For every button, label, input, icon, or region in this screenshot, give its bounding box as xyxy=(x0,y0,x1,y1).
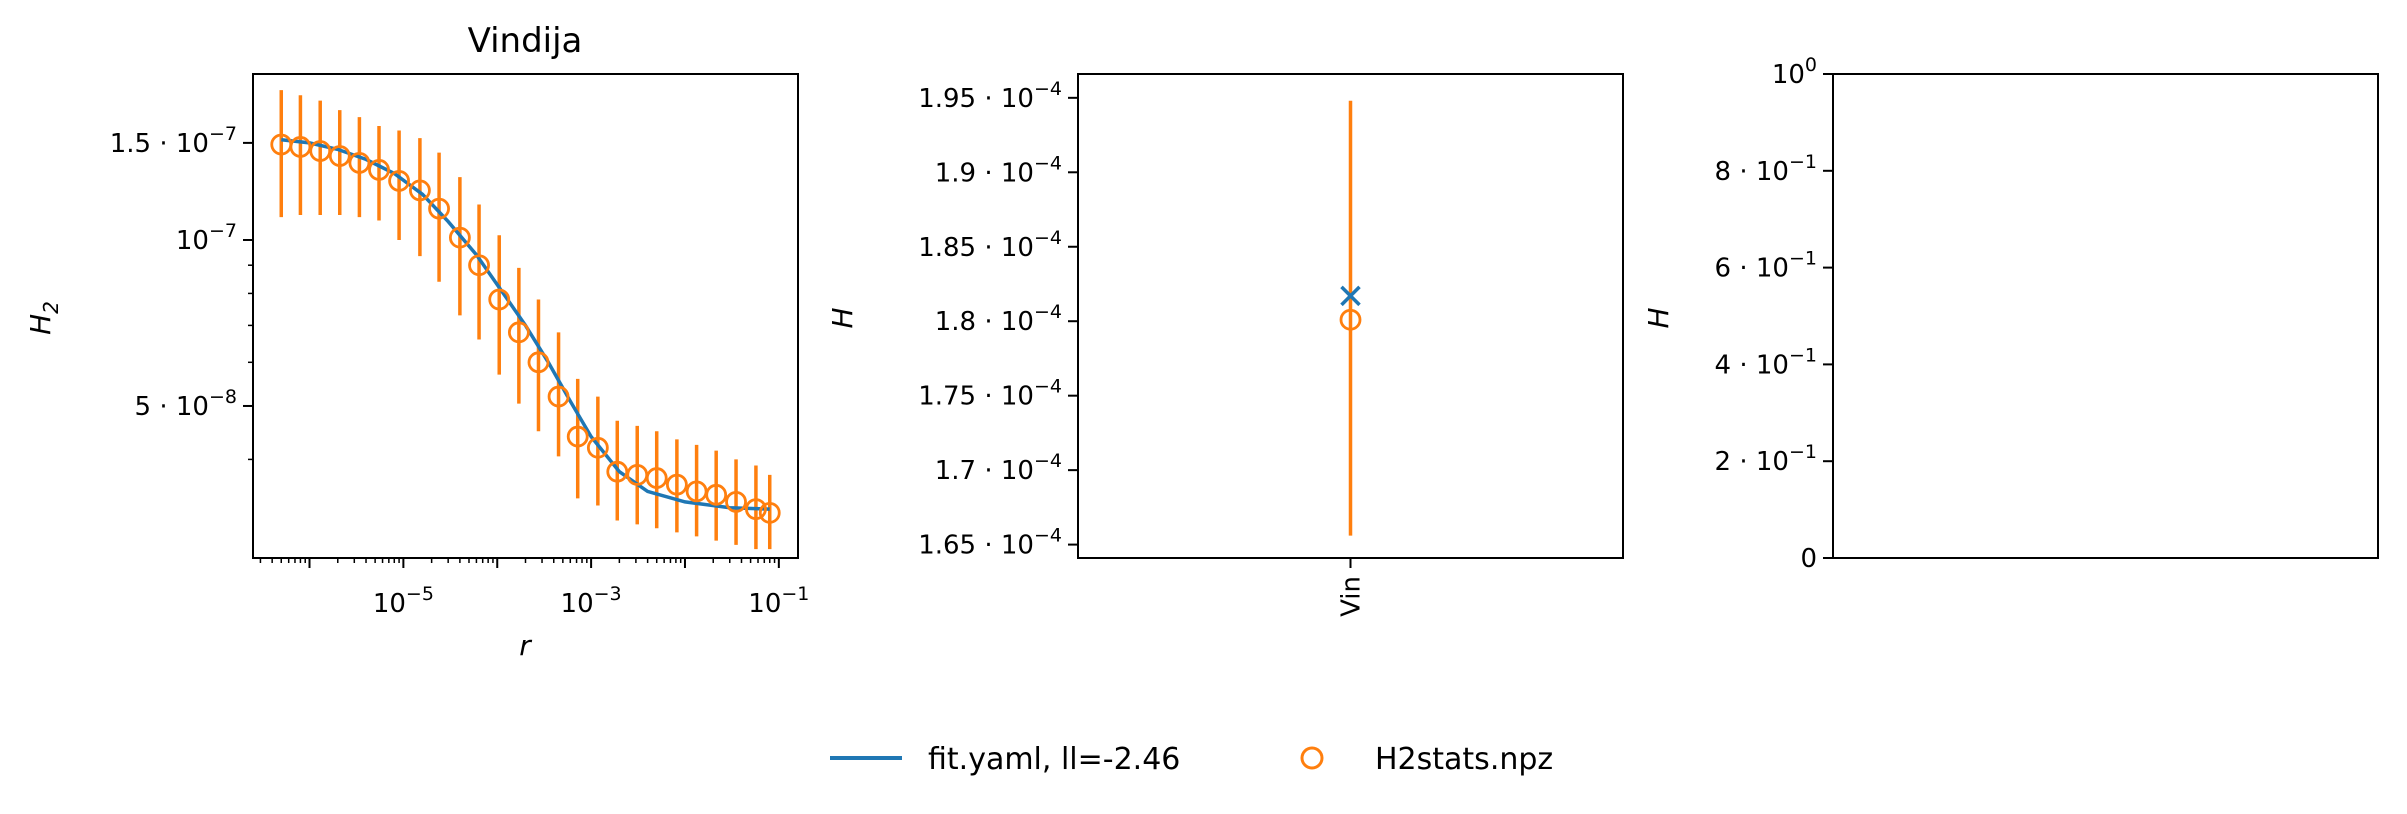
panel-h2-vs-r: Vindija 10−5 10−3 10−1 1.5 · 10−7 10−7 5 · 1… xyxy=(24,21,809,662)
plot-area xyxy=(1339,100,1362,536)
data-point xyxy=(645,467,668,489)
data-point xyxy=(527,351,550,374)
plot-area xyxy=(270,90,781,550)
data-point xyxy=(547,385,570,408)
y-tick-label: 1.85 · 10−4 xyxy=(918,227,1062,263)
x-axis-ticks: Vin xyxy=(1337,558,1367,617)
data-point xyxy=(328,145,351,167)
x-tick-label: 10−5 xyxy=(373,583,434,619)
data-point xyxy=(468,254,490,277)
y-tick-label: 6 · 10−1 xyxy=(1715,248,1817,284)
y-axis-ticks: 0 2 · 10−1 4 · 10−1 6 · 10−1 8 · 10−1 100 xyxy=(1715,54,1833,574)
data-point xyxy=(348,151,371,174)
data-point xyxy=(586,436,609,459)
x-tick-label: 10−3 xyxy=(561,583,622,619)
y-axis-ticks: 1.65 · 10−4 1.7 · 10−4 1.75 · 10−4 1.8 · 10… xyxy=(918,78,1078,561)
y-tick-label: 4 · 10−1 xyxy=(1715,344,1817,380)
data-point xyxy=(665,473,688,496)
y-tick-label: 100 xyxy=(1772,54,1817,90)
y-tick-label: 1.65 · 10−4 xyxy=(918,525,1062,561)
data-point xyxy=(309,140,332,162)
fit-marker xyxy=(1340,285,1361,307)
legend-data-swatch xyxy=(1300,746,1324,770)
y-tick-label: 1.8 · 10−4 xyxy=(935,301,1062,337)
data-point xyxy=(606,460,629,483)
legend: fit.yaml, ll=-2.46 H2stats.npz xyxy=(830,742,1553,777)
x-tick-label: Vin xyxy=(1337,576,1367,617)
data-point xyxy=(289,136,312,158)
data-point xyxy=(705,483,728,506)
y-tick-label: 5 · 10−8 xyxy=(135,386,237,422)
y-tick-label: 1.9 · 10−4 xyxy=(935,152,1062,188)
y-tick-label: 1.75 · 10−4 xyxy=(918,376,1062,412)
x-axis-ticks: 10−5 10−3 10−1 xyxy=(259,558,809,619)
data-point xyxy=(566,425,589,448)
panel-h-empty: 0 2 · 10−1 4 · 10−1 6 · 10−1 8 · 10−1 100 H xyxy=(1642,54,2379,574)
panel-title: Vindija xyxy=(468,21,583,61)
y-tick-label: 0 xyxy=(1800,544,1817,574)
y-tick-label: 2 · 10−1 xyxy=(1715,441,1817,477)
data-point xyxy=(745,498,767,521)
y-tick-label: 1.5 · 10−7 xyxy=(110,123,237,159)
y-tick-label: 8 · 10−1 xyxy=(1715,151,1817,187)
data-point xyxy=(428,197,450,220)
panel-h-single: Vin 1.65 · 10−4 1.7 · 10−4 1.75 · 10−4 1.8 … xyxy=(826,73,1624,617)
legend-fit-label: fit.yaml, ll=-2.46 xyxy=(928,742,1180,777)
data-point xyxy=(758,501,781,524)
data-point xyxy=(725,490,747,513)
y-axis-label: H xyxy=(1642,307,1675,328)
y-tick-label: 10−7 xyxy=(176,220,237,256)
y-axis-label: H2 xyxy=(24,301,63,335)
y-axis-label: H xyxy=(826,307,859,328)
data-point xyxy=(507,321,530,344)
y-axis-ticks: 1.5 · 10−7 10−7 5 · 10−8 xyxy=(110,123,253,461)
data-point xyxy=(448,226,471,249)
x-axis-label: r xyxy=(519,629,532,662)
data-point xyxy=(368,159,390,181)
x-tick-label: 10−1 xyxy=(748,583,809,619)
fit-line xyxy=(281,137,770,511)
axes-frame xyxy=(1832,73,2379,559)
data-point xyxy=(1339,308,1362,331)
y-tick-label: 1.95 · 10−4 xyxy=(918,78,1062,114)
data-point xyxy=(388,169,410,192)
y-tick-label: 1.7 · 10−4 xyxy=(935,450,1062,486)
data-point xyxy=(409,179,431,202)
legend-data-label: H2stats.npz xyxy=(1375,742,1553,777)
data-point xyxy=(488,288,511,311)
